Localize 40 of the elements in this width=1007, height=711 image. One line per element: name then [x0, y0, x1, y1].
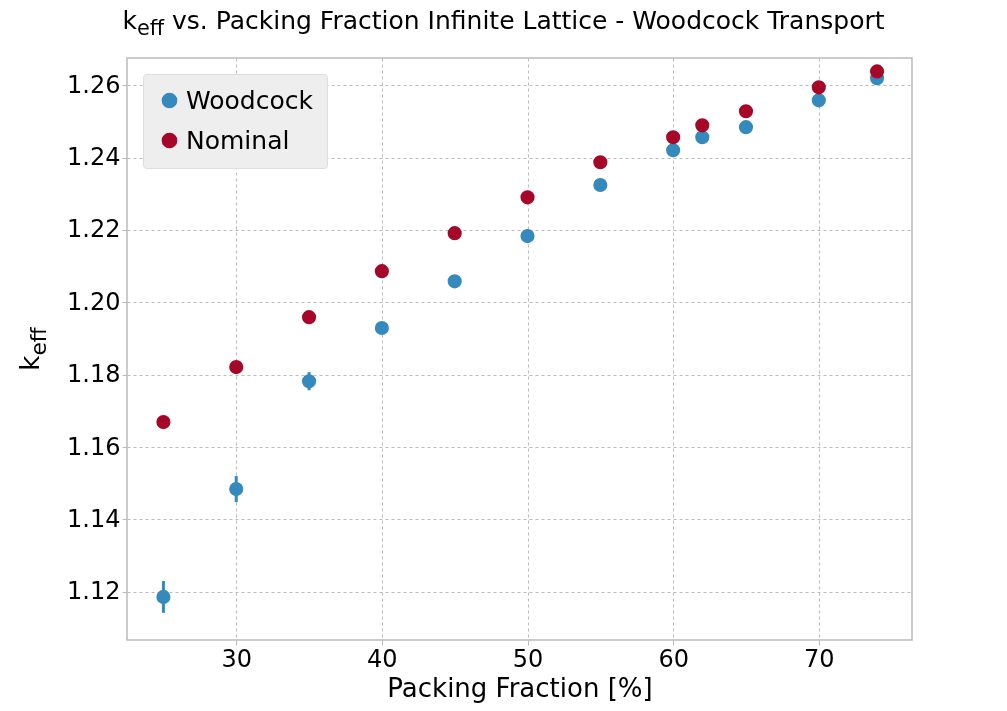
- point: [229, 482, 244, 497]
- point: [229, 360, 244, 375]
- y-tick-label: 1.14: [67, 504, 121, 533]
- y-tick-label: 1.12: [67, 577, 121, 606]
- x-tick-label: 40: [367, 644, 398, 673]
- point: [869, 64, 885, 79]
- point: [374, 264, 389, 279]
- legend-label: Nominal: [186, 125, 290, 155]
- point: [593, 177, 608, 193]
- x-tick-label: 30: [221, 644, 252, 673]
- point: [301, 310, 317, 325]
- chart-title: k$_{eff}$ vs. Packing Fraction Infinite Lattice - Woodcock Transport: [121, 6, 886, 40]
- point: [374, 320, 389, 336]
- x-tick-label: 50: [512, 644, 544, 673]
- point: [738, 104, 754, 119]
- point: [447, 226, 462, 241]
- point: [520, 190, 535, 205]
- y-tick-label: 1.26: [67, 70, 121, 99]
- point: [738, 120, 754, 135]
- point: [593, 155, 608, 170]
- point: [156, 589, 171, 604]
- y-tick-label: 1.16: [67, 432, 121, 461]
- y-tick-label: 1.18: [67, 360, 121, 389]
- point: [811, 93, 826, 108]
- point: [301, 374, 317, 389]
- point: [520, 229, 535, 244]
- point: [156, 415, 171, 430]
- point: [811, 80, 826, 95]
- point: [447, 274, 462, 289]
- x-tick-label: 70: [804, 644, 835, 673]
- x-axis-title: Packing Fraction [%]: [387, 672, 653, 703]
- x-tick-label: 60: [658, 644, 689, 673]
- point: [695, 130, 710, 145]
- point: [695, 118, 710, 133]
- y-tick-label: 1.20: [67, 287, 121, 316]
- legend-label: Woodcock: [186, 85, 314, 115]
- point: [666, 143, 681, 158]
- y-tick-label: 1.24: [67, 143, 121, 172]
- point: [666, 130, 681, 145]
- y-tick-label: 1.22: [67, 215, 121, 244]
